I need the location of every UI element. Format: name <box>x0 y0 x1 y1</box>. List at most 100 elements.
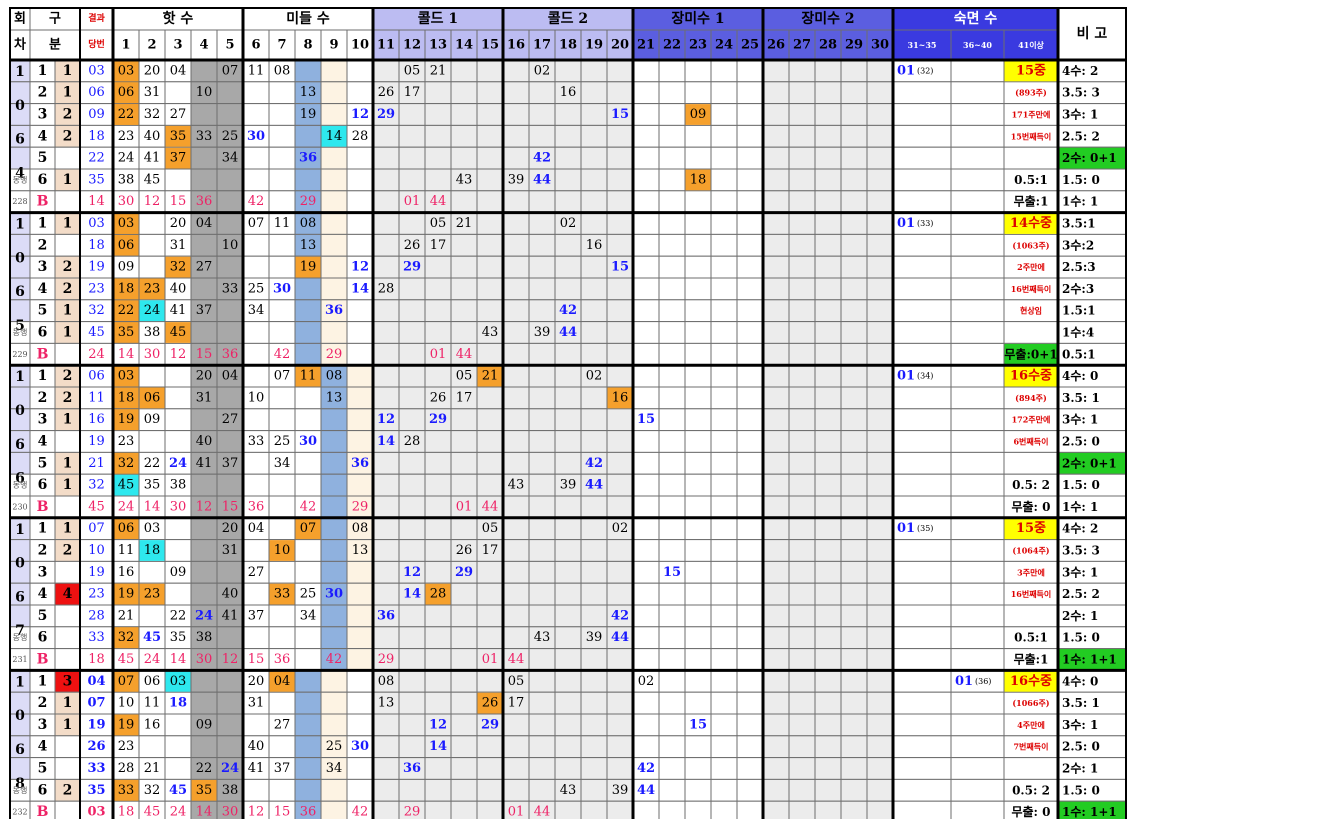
number-value: 36 <box>248 499 265 514</box>
number-cell <box>554 582 582 606</box>
number-cell <box>658 233 686 257</box>
number-cell <box>684 408 712 432</box>
number-cell <box>294 713 322 737</box>
column-header <box>840 29 868 61</box>
number-cell <box>164 364 192 388</box>
number-value: 2주만에 <box>1017 262 1045 272</box>
number-value: 25 <box>300 587 317 602</box>
number-cell <box>554 626 582 650</box>
column-number: 31~35 <box>908 40 937 50</box>
number-value: 37 <box>196 303 213 318</box>
number-value: 37 <box>274 761 291 776</box>
number-cell <box>190 691 218 715</box>
number-cell <box>476 146 504 170</box>
number-cell <box>476 473 504 497</box>
number-value: 34 <box>274 456 291 471</box>
number-cell <box>950 59 1005 83</box>
group-header-label: 콜드 1 <box>418 11 458 27</box>
number-cell <box>788 560 816 584</box>
number-cell <box>684 495 712 519</box>
number-cell <box>814 669 842 693</box>
number-cell <box>892 81 952 105</box>
remark-text: 2.5: 2 <box>1062 587 1100 601</box>
number-cell <box>528 669 556 693</box>
g2-value: 1 <box>63 477 73 493</box>
number-cell <box>950 212 1005 235</box>
header-bun: 분 <box>49 38 61 53</box>
column-header <box>164 29 192 61</box>
number-value: 29 <box>378 652 395 667</box>
number-value: 13 <box>300 238 317 253</box>
number-cell <box>658 321 686 344</box>
number-cell <box>892 255 952 279</box>
number-cell <box>554 408 582 432</box>
number-value: 45 <box>169 783 187 798</box>
number-cell <box>372 299 400 323</box>
header-dang-cell <box>79 29 114 61</box>
number-cell <box>268 124 296 148</box>
number-cell <box>710 713 738 737</box>
number-cell <box>372 735 400 759</box>
result-number: 03 <box>87 805 105 819</box>
number-cell <box>892 233 952 257</box>
g1-value: B <box>37 194 49 210</box>
number-cell <box>892 691 952 715</box>
number-cell <box>762 321 790 344</box>
number-cell <box>606 299 634 323</box>
number-cell <box>320 190 348 214</box>
number-cell <box>294 691 322 715</box>
number-cell <box>840 691 868 715</box>
number-cell <box>840 800 868 819</box>
number-cell <box>840 190 868 214</box>
number-cell <box>294 560 322 584</box>
number-cell <box>424 255 452 279</box>
number-value: 29 <box>352 499 369 514</box>
column-number: 24 <box>715 38 733 53</box>
g2-cell <box>54 648 81 671</box>
number-cell <box>762 277 790 301</box>
number-cell <box>450 146 478 170</box>
number-cell <box>788 124 816 148</box>
number-value: 12 <box>196 499 213 514</box>
highlight-cell <box>607 387 633 409</box>
number-cell <box>372 582 400 606</box>
number-cell <box>476 560 504 584</box>
sum-range-count: (34) <box>917 372 933 381</box>
number-value: 02 <box>612 521 629 536</box>
g2-cell <box>54 800 81 819</box>
number-cell <box>658 408 686 432</box>
number-cell <box>950 713 1005 737</box>
number-cell <box>710 277 738 301</box>
number-cell <box>580 124 608 148</box>
number-cell <box>788 321 816 344</box>
number-value: 02 <box>638 674 655 689</box>
number-value: 19 <box>300 260 317 275</box>
number-cell <box>346 168 374 192</box>
number-cell <box>814 212 842 235</box>
highlight-cell <box>165 670 191 692</box>
highlight-cell <box>113 474 139 496</box>
number-cell <box>710 800 738 819</box>
number-cell <box>476 778 504 802</box>
number-cell <box>736 124 764 148</box>
number-cell <box>424 299 452 323</box>
column-number: 10 <box>351 38 369 53</box>
number-value: 30 <box>196 652 213 667</box>
number-cell <box>632 430 660 453</box>
number-cell <box>632 735 660 759</box>
highlight-cell <box>1004 60 1058 82</box>
number-value: (1064주) <box>1012 546 1049 556</box>
number-cell <box>632 604 660 628</box>
number-cell <box>606 713 634 737</box>
number-cell <box>606 321 634 344</box>
number-cell <box>294 626 322 650</box>
number-cell <box>580 103 608 126</box>
number-cell <box>268 321 296 344</box>
number-value: 무출: 0 <box>1011 499 1050 514</box>
number-cell <box>632 517 660 541</box>
highlight-cell <box>1004 670 1058 692</box>
round-digit: 5 <box>15 318 25 334</box>
number-cell <box>710 103 738 126</box>
number-cell <box>632 103 660 126</box>
number-cell <box>950 582 1005 606</box>
